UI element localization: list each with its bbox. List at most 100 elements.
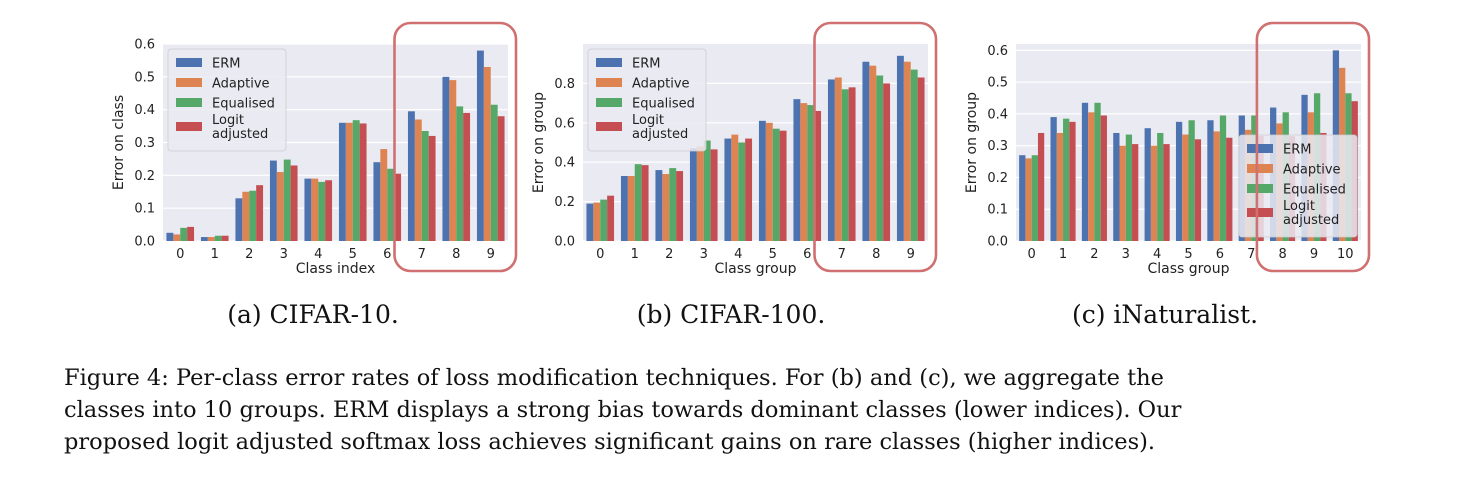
caption-line: classes into 10 groups. ERM displays a s… xyxy=(64,397,1182,423)
x-tick-label: 7 xyxy=(838,247,846,262)
bar xyxy=(710,149,718,241)
x-tick-label: 3 xyxy=(1122,247,1130,262)
legend-swatch xyxy=(596,122,622,131)
legend-label: Logit xyxy=(632,113,664,128)
y-tick-label: 0.2 xyxy=(554,195,575,210)
x-tick-label: 1 xyxy=(631,247,639,262)
y-tick-label: 0.5 xyxy=(134,70,155,85)
bar xyxy=(1194,139,1202,241)
bar xyxy=(1031,155,1038,241)
bar xyxy=(269,160,277,241)
bar xyxy=(1019,155,1026,241)
x-tick-label: 4 xyxy=(734,247,742,262)
bar xyxy=(1119,145,1126,241)
bar xyxy=(814,110,822,241)
legend-label: Adaptive xyxy=(212,77,270,92)
y-axis-label: Error on group xyxy=(964,92,980,193)
bar xyxy=(1050,117,1057,241)
bar xyxy=(876,75,884,242)
bar xyxy=(428,135,436,241)
bar xyxy=(407,111,415,241)
x-tick-label: 6 xyxy=(803,247,811,262)
bar xyxy=(256,185,264,241)
highlight-box xyxy=(1255,21,1371,273)
y-tick-label: 0.4 xyxy=(554,156,575,171)
bar xyxy=(793,99,801,241)
x-axis-label: Class group xyxy=(1148,261,1230,277)
bar xyxy=(600,199,608,241)
bar xyxy=(1226,137,1233,241)
bar xyxy=(779,130,787,241)
bar xyxy=(1088,112,1095,241)
x-tick-label: 5 xyxy=(769,247,777,262)
figure-caption: Figure 4: Per-class error rates of loss … xyxy=(64,362,1424,458)
x-tick-label: 8 xyxy=(872,247,880,262)
bar xyxy=(276,172,284,241)
y-tick-label: 0.3 xyxy=(987,139,1008,154)
y-tick-label: 0.4 xyxy=(134,103,155,118)
subcaption-b: (b) CIFAR-100. xyxy=(636,300,826,329)
caption-line: proposed logit adjusted softmax loss ach… xyxy=(64,429,1156,455)
x-axis-label: Class index xyxy=(296,261,376,277)
bar xyxy=(731,134,739,241)
x-tick-label: 0 xyxy=(176,247,184,262)
chart-panel: 0.0 0.1 0.2 0.3 0.4 0.5 0.6 0 1 2 3 4 5 6 7 8 9 10 Class g… xyxy=(964,21,1371,277)
bar xyxy=(634,164,642,241)
y-tick-label: 0.4 xyxy=(987,107,1008,122)
y-tick-label: 0.0 xyxy=(987,235,1008,250)
legend-swatch xyxy=(1247,164,1273,173)
bar xyxy=(421,131,429,241)
bar xyxy=(214,235,222,241)
bar xyxy=(738,142,746,241)
bar xyxy=(703,140,711,241)
y-tick-label: 0.6 xyxy=(134,38,155,53)
subcaption-c: (c) iNaturalist. xyxy=(1071,300,1259,329)
bar xyxy=(338,122,346,241)
y-axis-label: Error on class xyxy=(111,95,127,190)
y-tick-label: 0.0 xyxy=(134,235,155,250)
bar xyxy=(1125,134,1133,241)
bar xyxy=(497,116,505,241)
bar xyxy=(689,148,697,241)
legend-label: Equalised xyxy=(632,97,695,112)
y-tick-label: 0.1 xyxy=(134,202,155,217)
legend-swatch xyxy=(596,98,622,107)
bar xyxy=(662,174,670,241)
bar xyxy=(173,234,181,241)
bar xyxy=(607,195,615,241)
y-tick-label: 0.2 xyxy=(134,169,155,184)
bar xyxy=(848,87,856,241)
legend-label: Equalised xyxy=(212,97,275,112)
caption-line: Figure 4: Per-class error rates of loss … xyxy=(64,365,1164,391)
bar xyxy=(883,83,891,242)
y-tick-label: 0.3 xyxy=(134,136,155,151)
bar xyxy=(242,191,250,241)
x-tick-label: 6 xyxy=(1216,247,1224,262)
bar xyxy=(765,122,773,241)
bar xyxy=(414,119,422,241)
legend-label: adjusted xyxy=(1283,213,1339,228)
subcaption-a: (a) CIFAR-10. xyxy=(227,300,399,329)
legend-label: Logit xyxy=(212,113,244,128)
x-tick-label: 1 xyxy=(1059,247,1067,262)
bar xyxy=(311,178,319,241)
bar xyxy=(1207,120,1214,241)
x-tick-label: 3 xyxy=(280,247,288,262)
y-axis-label: Error on group xyxy=(531,92,547,193)
bar xyxy=(1157,132,1164,241)
legend-swatch xyxy=(176,98,202,107)
x-tick-label: 1 xyxy=(211,247,219,262)
bar xyxy=(283,159,291,241)
legend-label: Equalised xyxy=(1283,183,1346,198)
bar xyxy=(180,227,188,241)
x-tick-label: 9 xyxy=(487,247,495,262)
y-tick-label: 0.6 xyxy=(987,44,1008,59)
bar xyxy=(1144,128,1151,241)
x-tick-label: 10 xyxy=(1337,247,1354,262)
x-tick-label: 3 xyxy=(700,247,708,262)
x-tick-label: 2 xyxy=(245,247,253,262)
bar xyxy=(221,235,229,241)
y-tick-label: 0.5 xyxy=(987,76,1008,91)
bar xyxy=(200,237,208,241)
